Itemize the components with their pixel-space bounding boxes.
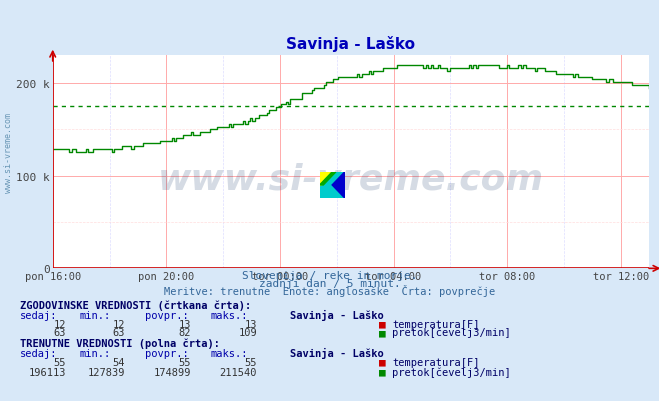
Text: min.:: min.: xyxy=(79,348,110,358)
Text: 13: 13 xyxy=(244,319,257,329)
Text: maks.:: maks.: xyxy=(211,310,248,320)
Text: sedaj:: sedaj: xyxy=(20,310,57,320)
Text: www.si-vreme.com: www.si-vreme.com xyxy=(4,112,13,192)
Text: min.:: min.: xyxy=(79,310,110,320)
Title: Savinja - Laško: Savinja - Laško xyxy=(287,36,415,52)
Polygon shape xyxy=(320,172,332,185)
Text: zadnji dan / 5 minut.: zadnji dan / 5 minut. xyxy=(258,279,401,289)
Text: temperatura[F]: temperatura[F] xyxy=(392,319,480,329)
Text: 211540: 211540 xyxy=(219,367,257,377)
Text: Savinja - Laško: Savinja - Laško xyxy=(290,309,384,320)
Text: 174899: 174899 xyxy=(154,367,191,377)
Text: pretok[čevelj3/min]: pretok[čevelj3/min] xyxy=(392,327,511,338)
Text: 196113: 196113 xyxy=(28,367,66,377)
Text: TRENUTNE VREDNOSTI (polna črta):: TRENUTNE VREDNOSTI (polna črta): xyxy=(20,337,219,348)
Text: povpr.:: povpr.: xyxy=(145,310,188,320)
Text: Savinja - Laško: Savinja - Laško xyxy=(290,347,384,358)
Text: sedaj:: sedaj: xyxy=(20,348,57,358)
Text: temperatura[F]: temperatura[F] xyxy=(392,357,480,367)
Polygon shape xyxy=(320,172,332,185)
Text: maks.:: maks.: xyxy=(211,348,248,358)
Text: ■: ■ xyxy=(379,328,386,338)
Text: 55: 55 xyxy=(179,357,191,367)
Text: Slovenija / reke in morje.: Slovenija / reke in morje. xyxy=(242,271,417,281)
Text: 109: 109 xyxy=(239,328,257,338)
Text: 127839: 127839 xyxy=(88,367,125,377)
Text: ■: ■ xyxy=(379,319,386,329)
Text: ZGODOVINSKE VREDNOSTI (črtkana črta):: ZGODOVINSKE VREDNOSTI (črtkana črta): xyxy=(20,300,251,310)
Text: 82: 82 xyxy=(179,328,191,338)
Text: Meritve: trenutne  Enote: anglosaške  Črta: povprečje: Meritve: trenutne Enote: anglosaške Črta… xyxy=(164,285,495,297)
Text: pretok[čevelj3/min]: pretok[čevelj3/min] xyxy=(392,367,511,377)
Text: 63: 63 xyxy=(53,328,66,338)
Text: 55: 55 xyxy=(244,357,257,367)
Text: 54: 54 xyxy=(113,357,125,367)
Text: povpr.:: povpr.: xyxy=(145,348,188,358)
Text: 63: 63 xyxy=(113,328,125,338)
Text: 12: 12 xyxy=(113,319,125,329)
Polygon shape xyxy=(320,172,336,185)
Text: 12: 12 xyxy=(53,319,66,329)
Text: ■: ■ xyxy=(379,367,386,377)
Text: 55: 55 xyxy=(53,357,66,367)
Text: www.si-vreme.com: www.si-vreme.com xyxy=(158,162,544,196)
Text: ■: ■ xyxy=(379,357,386,367)
Polygon shape xyxy=(320,172,345,198)
Text: 13: 13 xyxy=(179,319,191,329)
Polygon shape xyxy=(332,172,345,198)
